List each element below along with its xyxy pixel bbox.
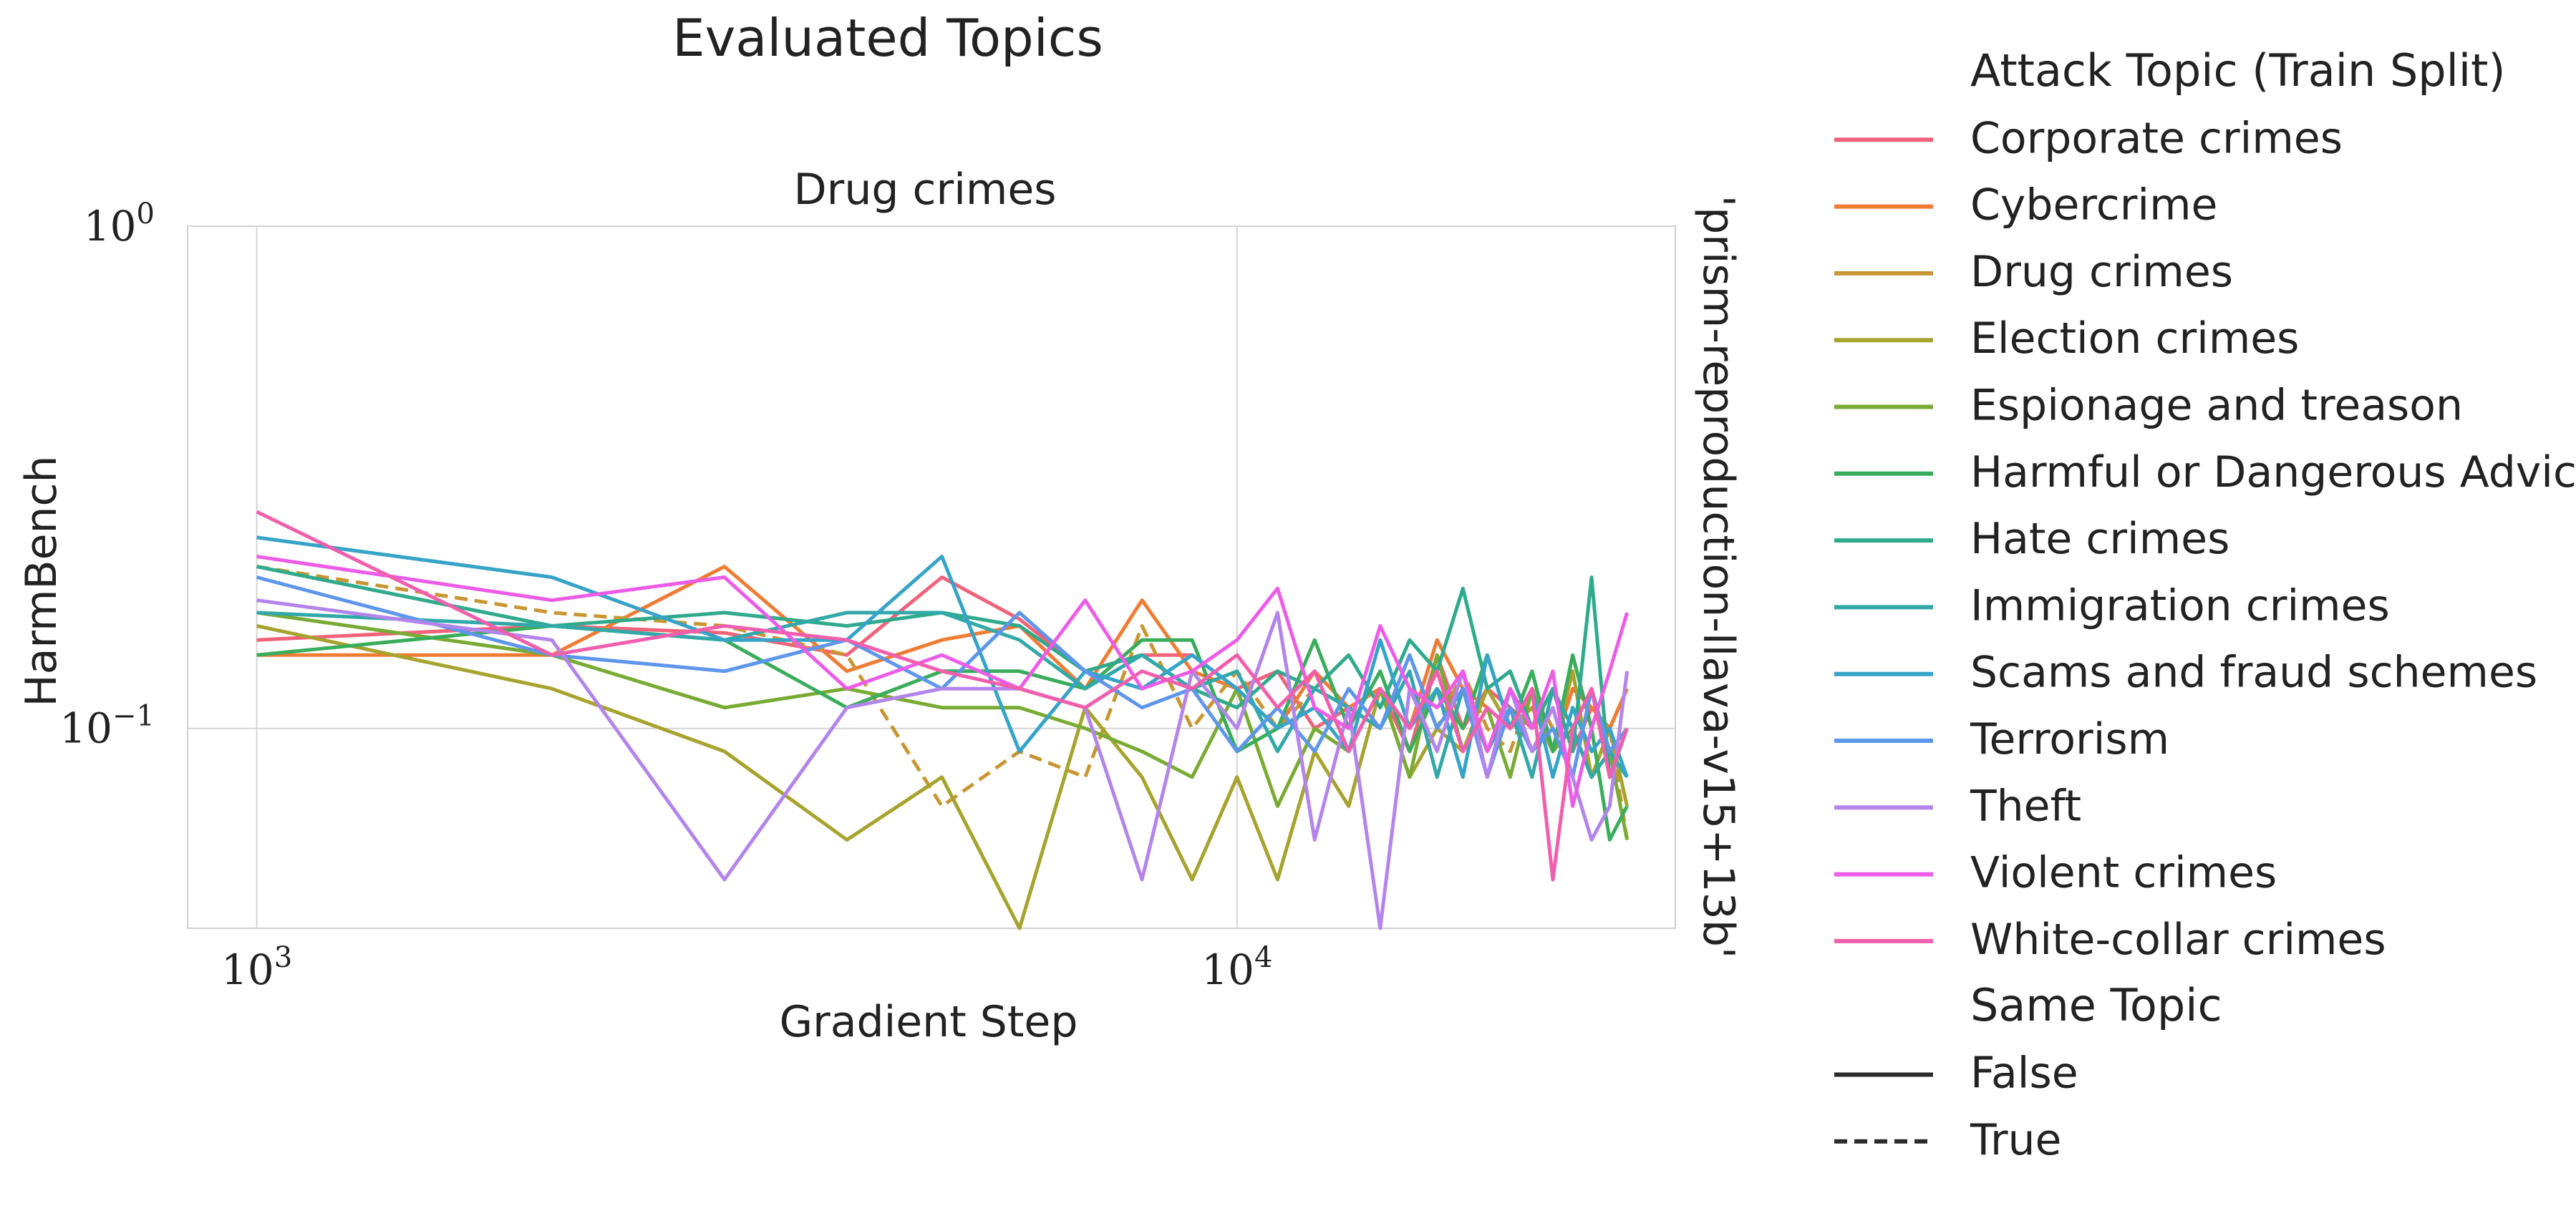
legend: Attack Topic (Train Split) Corporate crim…: [1834, 44, 2576, 1165]
legend-label: Hate crimes: [1970, 514, 2229, 564]
y-tick-exponent: 0: [137, 198, 155, 230]
legend-style-label: True: [1970, 1115, 2061, 1165]
legend-label: Corporate crimes: [1970, 113, 2343, 163]
legend-label: Espionage and treason: [1970, 381, 2463, 431]
legend-label: Theft: [1970, 781, 2081, 831]
legend-style-title: Same Topic: [1970, 979, 2222, 1031]
legend-label: White-collar crimes: [1970, 915, 2386, 965]
plot-frame: [187, 225, 1676, 929]
legend-hue-title: Attack Topic (Train Split): [1970, 44, 2506, 97]
y-tick-label: 100: [84, 198, 155, 251]
x-tick-exponent: 4: [1254, 941, 1272, 974]
x-tick-label: 104: [1201, 941, 1272, 994]
plot-area: [187, 225, 1676, 930]
x-tick-exponent: 3: [274, 941, 292, 974]
legend-label: Drug crimes: [1970, 247, 2233, 297]
legend-label: Harmful or Dangerous Advice: [1970, 447, 2576, 497]
row-label: 'prism-reproduction-llava-v15+13b': [1693, 195, 1743, 959]
legend-label: Terrorism: [1970, 714, 2169, 764]
legend-style-label: False: [1970, 1049, 2078, 1099]
legend-label: Scams and fraud schemes: [1970, 648, 2537, 698]
y-tick-label: 10−1: [59, 700, 155, 753]
x-tick-label: 103: [221, 941, 292, 994]
legend-label: Violent crimes: [1970, 848, 2277, 898]
y-tick-exponent: −1: [112, 700, 155, 733]
legend-label: Cybercrime: [1970, 180, 2217, 230]
panel-title: Drug crimes: [793, 165, 1056, 215]
series-lines: [256, 510, 1630, 930]
x-axis-label: Gradient Step: [780, 997, 1078, 1047]
legend-label: Immigration crimes: [1970, 580, 2390, 631]
legend-label: Election crimes: [1970, 313, 2299, 364]
series-line-theft: [256, 598, 1630, 930]
y-tick-labels: 100 10−1: [59, 198, 155, 753]
figure-title: Evaluated Topics: [672, 8, 1103, 68]
series-line-white-collar-crimes: [256, 510, 1629, 882]
series-line-violent-crimes: [256, 555, 1629, 808]
x-tick-labels: 103 104: [221, 941, 1272, 994]
y-axis-label: HarmBench: [16, 455, 67, 706]
